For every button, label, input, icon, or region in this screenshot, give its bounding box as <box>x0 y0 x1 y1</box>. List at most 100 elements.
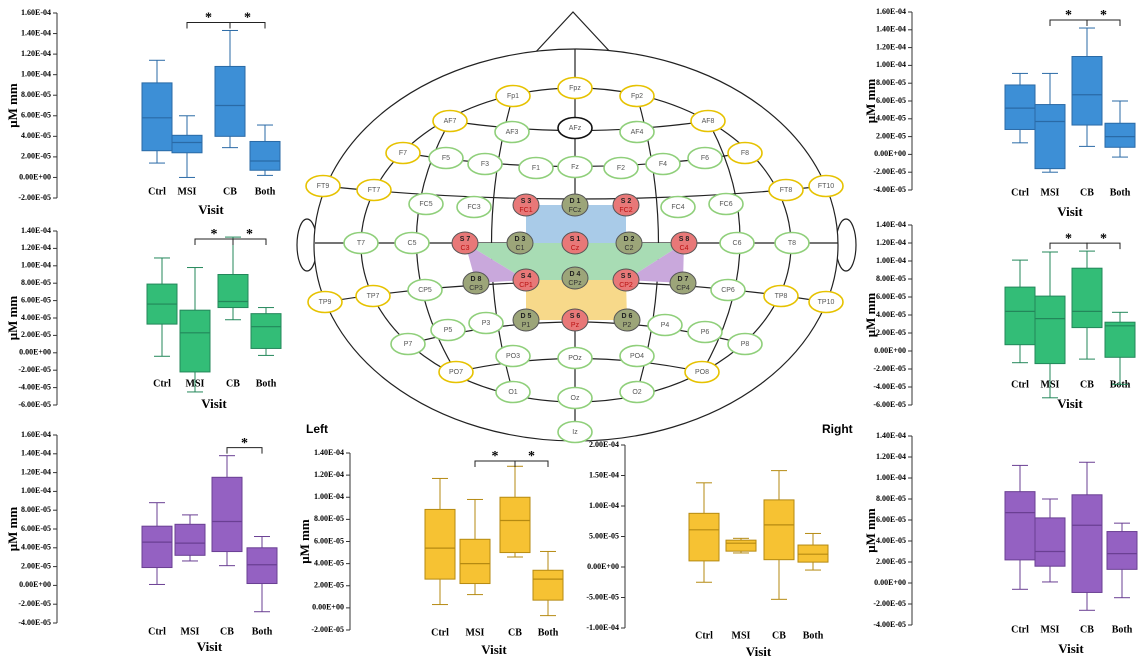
x-tick-label: CB <box>772 630 786 641</box>
optode-label: D 1 <box>570 198 581 205</box>
y-tick-label: 1.00E-04 <box>21 486 51 495</box>
y-tick-label: 2.00E-05 <box>876 131 906 140</box>
x-axis-label: Visit <box>746 644 772 659</box>
y-tick-label: -4.00E-05 <box>873 620 906 629</box>
significance-label: * <box>205 11 212 26</box>
x-tick-label: MSI <box>178 186 197 197</box>
y-tick-label: 1.00E-04 <box>21 69 51 78</box>
optode-site: C4 <box>680 245 689 252</box>
y-tick-label: 1.40E-04 <box>876 220 906 229</box>
y-tick-label: 8.00E-05 <box>876 274 906 283</box>
electrode-label: P3 <box>482 320 491 327</box>
box <box>142 526 172 567</box>
box <box>726 540 756 551</box>
optode-label: S 2 <box>621 198 632 205</box>
y-tick-label: 6.00E-05 <box>21 111 51 120</box>
y-tick-label: 1.00E-04 <box>876 256 906 265</box>
electrode-label: Fpz <box>569 85 581 92</box>
electrode-label: O1 <box>508 389 517 396</box>
box <box>1072 495 1102 593</box>
y-tick-label: 0.00E+00 <box>874 346 906 355</box>
electrode-label: P4 <box>661 322 670 329</box>
x-tick-label: MSI <box>1041 187 1060 198</box>
box <box>250 141 280 170</box>
y-axis-label: μM mm <box>863 508 878 553</box>
electrode-label: F2 <box>617 165 625 172</box>
y-tick-label: 1.00E-04 <box>21 261 51 270</box>
optode-site: CPz <box>568 280 582 287</box>
y-tick-label: -4.00E-05 <box>873 185 906 194</box>
electrode-label: PO8 <box>695 369 709 376</box>
x-tick-label: Both <box>803 630 824 641</box>
y-tick-label: 1.00E-04 <box>589 501 619 510</box>
electrode-label: CP5 <box>418 287 432 294</box>
x-tick-label: Ctrl <box>148 186 166 197</box>
box <box>175 524 205 555</box>
x-tick-label: CB <box>1080 624 1094 635</box>
right-label: Right <box>822 422 853 436</box>
y-tick-label: 1.00E-04 <box>876 60 906 69</box>
optode-label: D 2 <box>624 236 635 243</box>
box <box>142 83 172 151</box>
figure: Left Right Fp1FpzFp2AF7AF3AFzAF4AF8F7F5F… <box>0 0 1145 660</box>
box <box>212 477 242 551</box>
x-tick-label: Ctrl <box>1011 379 1029 390</box>
box <box>172 135 202 152</box>
optode-site: CP2 <box>619 282 633 289</box>
electrode-label: T7 <box>357 240 365 247</box>
optode-site: FC1 <box>519 207 532 214</box>
electrode-label: PO4 <box>630 353 644 360</box>
electrode-label: Iz <box>572 429 578 436</box>
y-tick-label: 8.00E-05 <box>21 90 51 99</box>
y-axis-label: μM mm <box>5 507 20 552</box>
optode-site: FC2 <box>619 207 632 214</box>
y-tick-label: 2.00E-04 <box>589 440 619 449</box>
x-tick-label: Ctrl <box>1011 624 1029 635</box>
x-tick-label: CB <box>226 378 240 389</box>
y-tick-label: 1.20E-04 <box>876 42 906 51</box>
electrode-label: FT8 <box>780 187 793 194</box>
y-tick-label: 1.60E-04 <box>21 8 51 17</box>
y-tick-label: 6.00E-05 <box>876 515 906 524</box>
box <box>1005 287 1035 345</box>
y-tick-label: -2.00E-05 <box>873 364 906 373</box>
y-tick-label: 8.00E-05 <box>876 78 906 87</box>
optode-site: CP3 <box>469 285 483 292</box>
optode-site: C1 <box>516 245 525 252</box>
y-tick-label: -2.00E-05 <box>873 599 906 608</box>
optode-site: Cz <box>571 245 580 252</box>
box <box>1072 57 1102 126</box>
box <box>689 513 719 561</box>
x-tick-label: Both <box>256 378 277 389</box>
x-axis-label: Visit <box>1057 396 1083 411</box>
y-tick-label: 8.00E-05 <box>876 494 906 503</box>
box <box>215 66 245 136</box>
y-tick-label: 1.20E-04 <box>314 470 344 479</box>
y-tick-label: -5.00E-05 <box>586 592 619 601</box>
y-tick-label: 8.00E-05 <box>21 505 51 514</box>
x-tick-label: CB <box>223 186 237 197</box>
y-tick-label: 1.40E-04 <box>21 226 51 235</box>
left-label: Left <box>306 422 328 436</box>
optode-label: S 1 <box>570 236 581 243</box>
electrode-label: TP10 <box>818 299 835 306</box>
x-tick-label: Both <box>252 626 273 637</box>
electrode-label: C5 <box>408 240 417 247</box>
box <box>251 314 281 349</box>
electrode-label: F7 <box>399 150 407 157</box>
y-tick-label: -4.00E-05 <box>873 382 906 391</box>
y-tick-label: -2.00E-05 <box>18 365 51 374</box>
electrode-label: O2 <box>632 389 641 396</box>
y-tick-label: 2.00E-05 <box>21 561 51 570</box>
optode-label: S 3 <box>521 198 532 205</box>
box <box>1005 85 1035 130</box>
box <box>1005 492 1035 560</box>
y-tick-label: 2.00E-05 <box>314 581 344 590</box>
x-axis-label: Visit <box>201 396 227 411</box>
electrode-label: AFz <box>569 125 582 132</box>
x-tick-label: CB <box>220 626 234 637</box>
y-tick-label: -4.00E-05 <box>18 618 51 627</box>
x-tick-label: CB <box>1080 379 1094 390</box>
y-tick-label: -2.00E-05 <box>18 599 51 608</box>
optode-label: D 4 <box>570 271 581 278</box>
